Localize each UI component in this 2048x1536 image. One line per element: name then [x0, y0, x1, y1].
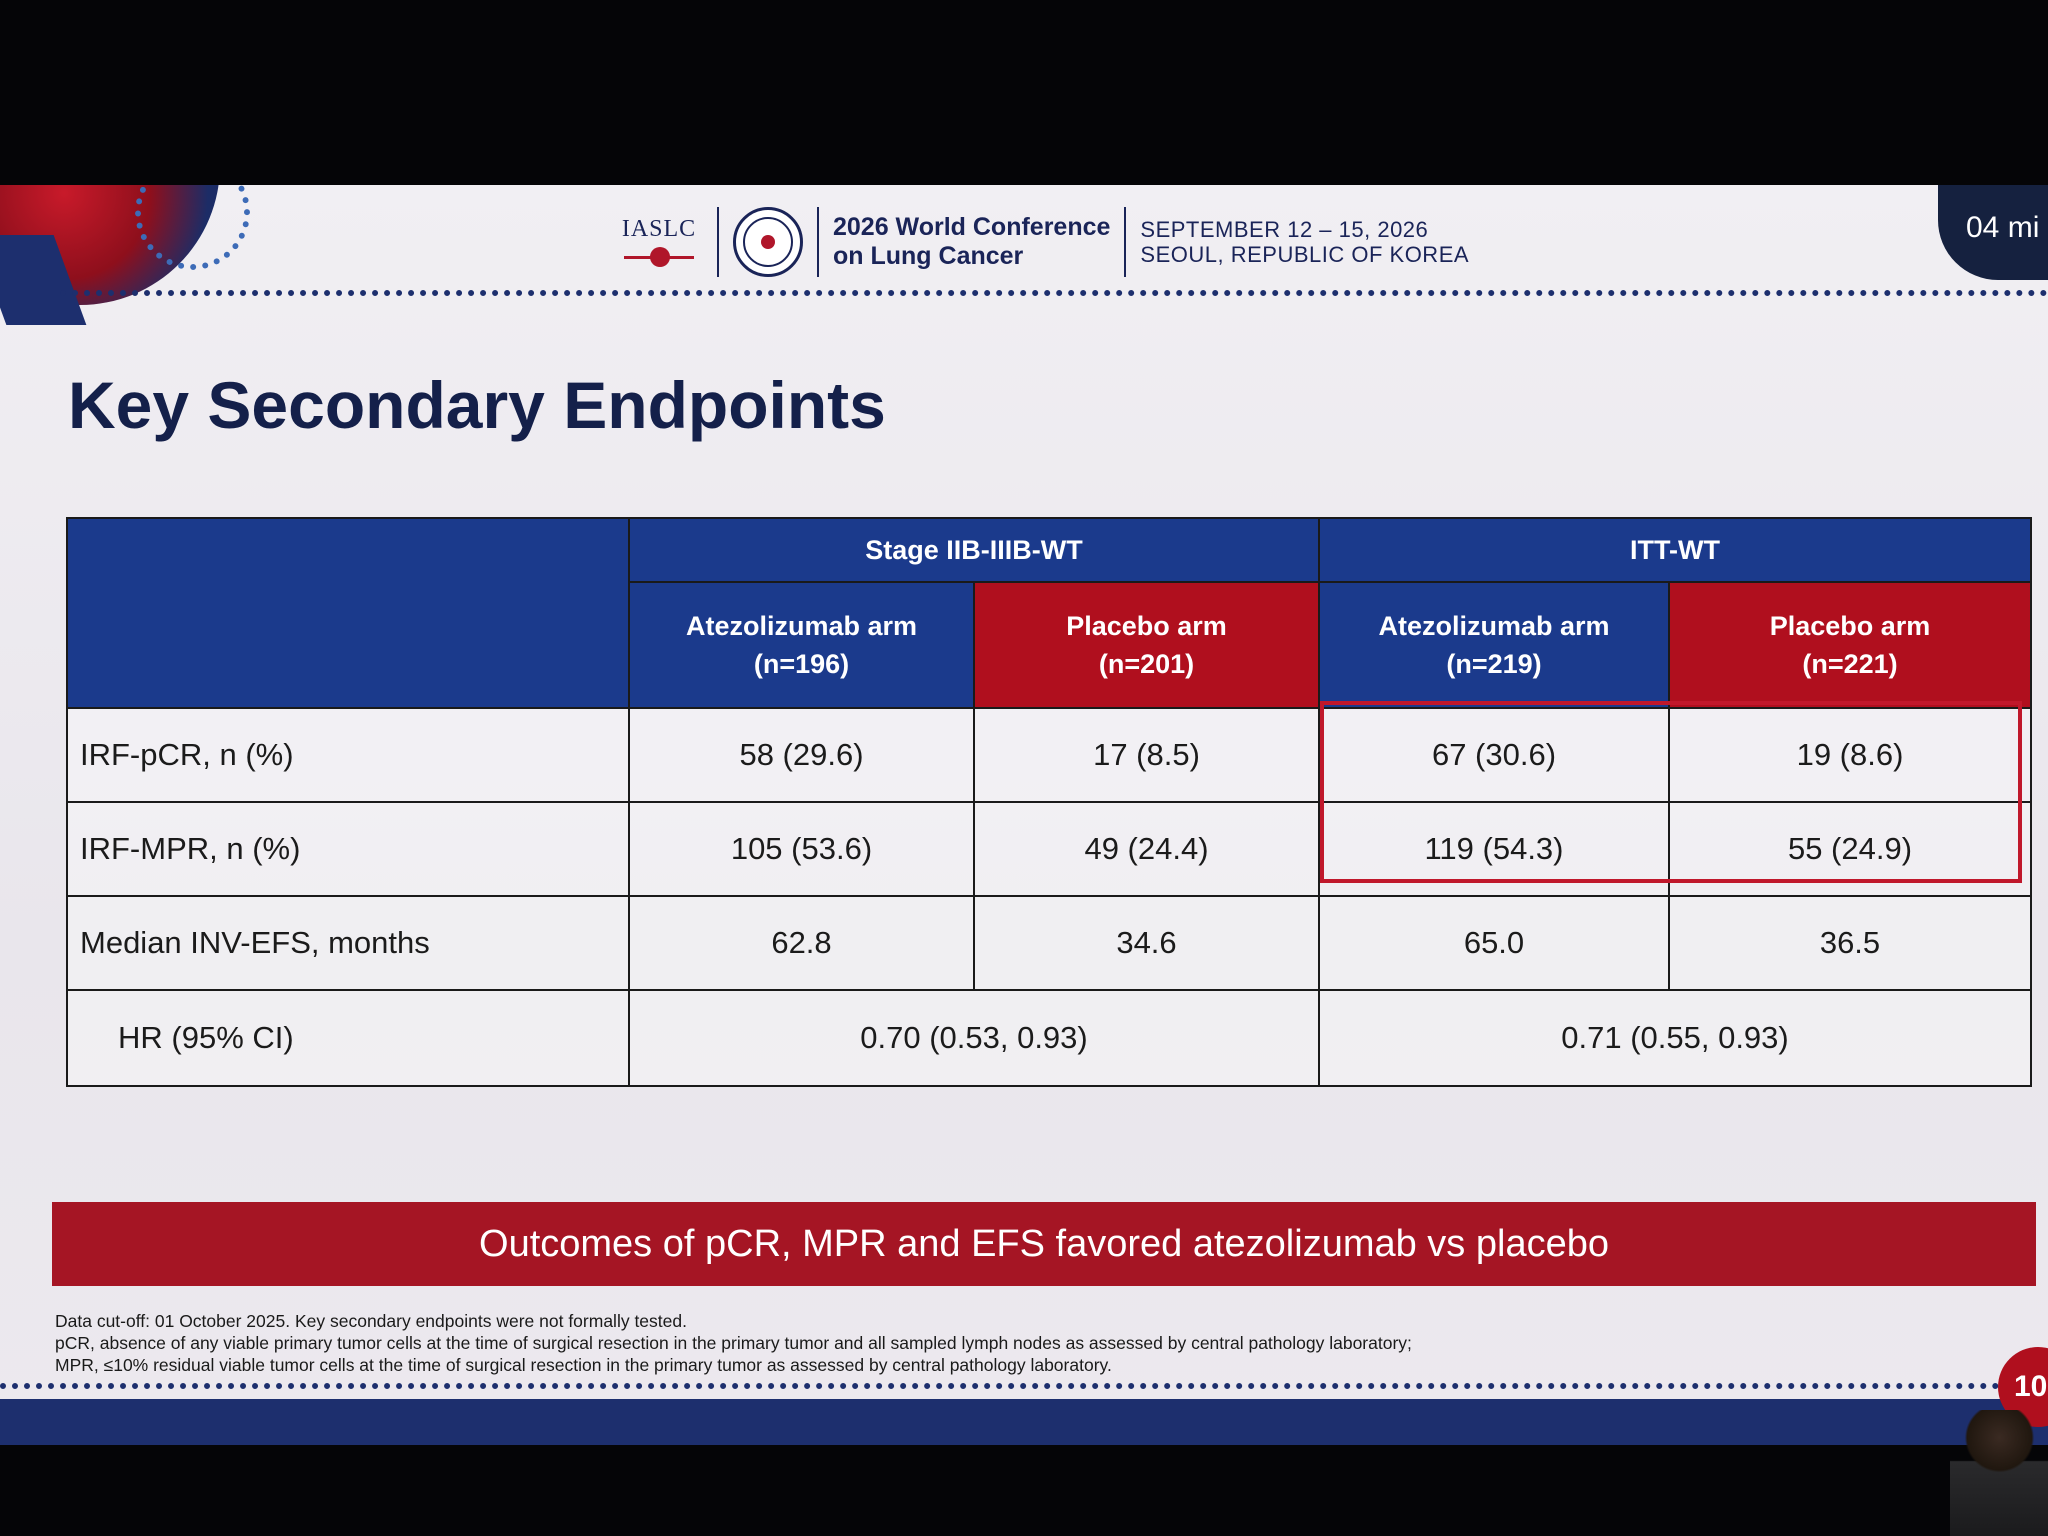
footnotes: Data cut-off: 01 October 2025. Key secon…: [55, 1310, 1955, 1376]
footnote: Data cut-off: 01 October 2025. Key secon…: [55, 1311, 687, 1331]
lungs-icon: [624, 245, 694, 269]
arm-header-atezolizumab-stage: Atezolizumab arm (n=196): [628, 581, 975, 709]
table-cell: 105 (53.6): [628, 801, 975, 897]
conference-location: SEOUL, REPUBLIC OF KOREA: [1140, 242, 1470, 267]
arm-n: (n=219): [1446, 649, 1542, 679]
table-cell: 65.0: [1318, 895, 1670, 991]
footnote: MPR, ≤10% residual viable tumor cells at…: [55, 1355, 1112, 1375]
top-dotted-divider: [60, 290, 2048, 296]
conclusion-banner: Outcomes of pCR, MPR and EFS favored ate…: [52, 1202, 2036, 1286]
conference-seal-logo: [733, 207, 803, 277]
arm-name: Placebo arm: [1769, 611, 1931, 641]
iaslc-logo-text: IASLC: [621, 215, 697, 242]
table-cell: 34.6: [973, 895, 1320, 991]
table-cell: 36.5: [1668, 895, 2032, 991]
arm-header-placebo-itt: Placebo arm (n=221): [1668, 581, 2032, 709]
group-header-itt: ITT-WT: [1318, 517, 2032, 583]
header-divider: [717, 207, 719, 277]
endpoints-table: Stage IIB-IIIB-WT ITT-WT Atezolizumab ar…: [66, 517, 2032, 1087]
presentation-timer: 04 mi: [1938, 185, 2048, 280]
arm-n: (n=196): [753, 649, 850, 679]
table-corner-cell: [66, 517, 630, 709]
header-divider: [1124, 207, 1127, 277]
presenter-silhouette: [1950, 1410, 2048, 1536]
table-cell: 55 (24.9): [1668, 801, 2032, 897]
arm-header-atezolizumab-itt: Atezolizumab arm (n=219): [1318, 581, 1670, 709]
row-label: HR (95% CI): [66, 989, 630, 1087]
arm-header-placebo-stage: Placebo arm (n=201): [973, 581, 1320, 709]
table-row-irf-mpr: IRF-MPR, n (%) 105 (53.6) 49 (24.4) 119 …: [66, 801, 2032, 897]
footnote: pCR, absence of any viable primary tumor…: [55, 1333, 1412, 1353]
bottom-band: [0, 1399, 2048, 1445]
arm-n: (n=201): [1098, 649, 1195, 679]
conference-header: IASLC 2026 World Conference on Lung Canc…: [615, 207, 1469, 277]
table-row-hazard-ratio: HR (95% CI) 0.70 (0.53, 0.93) 0.71 (0.55…: [66, 989, 2032, 1087]
conference-details: SEPTEMBER 12 – 15, 2026 SEOUL, REPUBLIC …: [1140, 217, 1469, 267]
table-cell: 17 (8.5): [973, 707, 1320, 803]
table-cell: 62.8: [628, 895, 975, 991]
arm-n: (n=221): [1802, 649, 1898, 679]
table-cell: 58 (29.6): [628, 707, 975, 803]
row-label: IRF-pCR, n (%): [66, 707, 630, 803]
corner-rings-decoration: [135, 185, 250, 270]
table-cell: 0.71 (0.55, 0.93): [1318, 989, 2032, 1087]
table-cell: 49 (24.4): [973, 801, 1320, 897]
row-label: IRF-MPR, n (%): [66, 801, 630, 897]
conference-dates: SEPTEMBER 12 – 15, 2026: [1140, 217, 1429, 242]
group-header-stage: Stage IIB-IIIB-WT: [628, 517, 1320, 583]
iaslc-logo: IASLC: [615, 216, 703, 269]
table-cell: 67 (30.6): [1318, 707, 1670, 803]
table-row-irf-pcr: IRF-pCR, n (%) 58 (29.6) 17 (8.5) 67 (30…: [66, 707, 2032, 803]
conference-title: 2026 World Conference on Lung Cancer: [833, 213, 1110, 271]
slide-title: Key Secondary Endpoints: [68, 368, 886, 442]
arm-name: Atezolizumab arm: [1378, 611, 1610, 641]
conference-title-line1: 2026 World Conference: [833, 213, 1111, 241]
arm-name: Atezolizumab arm: [685, 611, 918, 641]
conference-title-line2: on Lung Cancer: [833, 242, 1024, 270]
table-cell: 119 (54.3): [1318, 801, 1670, 897]
bottom-dotted-divider: [0, 1383, 2048, 1389]
table-cell: 0.70 (0.53, 0.93): [628, 989, 1320, 1087]
table-cell: 19 (8.6): [1668, 707, 2032, 803]
row-label: Median INV-EFS, months: [66, 895, 630, 991]
table-row-median-efs: Median INV-EFS, months 62.8 34.6 65.0 36…: [66, 895, 2032, 991]
arm-name: Placebo arm: [1066, 611, 1227, 641]
presentation-slide: IASLC 2026 World Conference on Lung Canc…: [0, 185, 2048, 1445]
header-divider: [817, 207, 819, 277]
